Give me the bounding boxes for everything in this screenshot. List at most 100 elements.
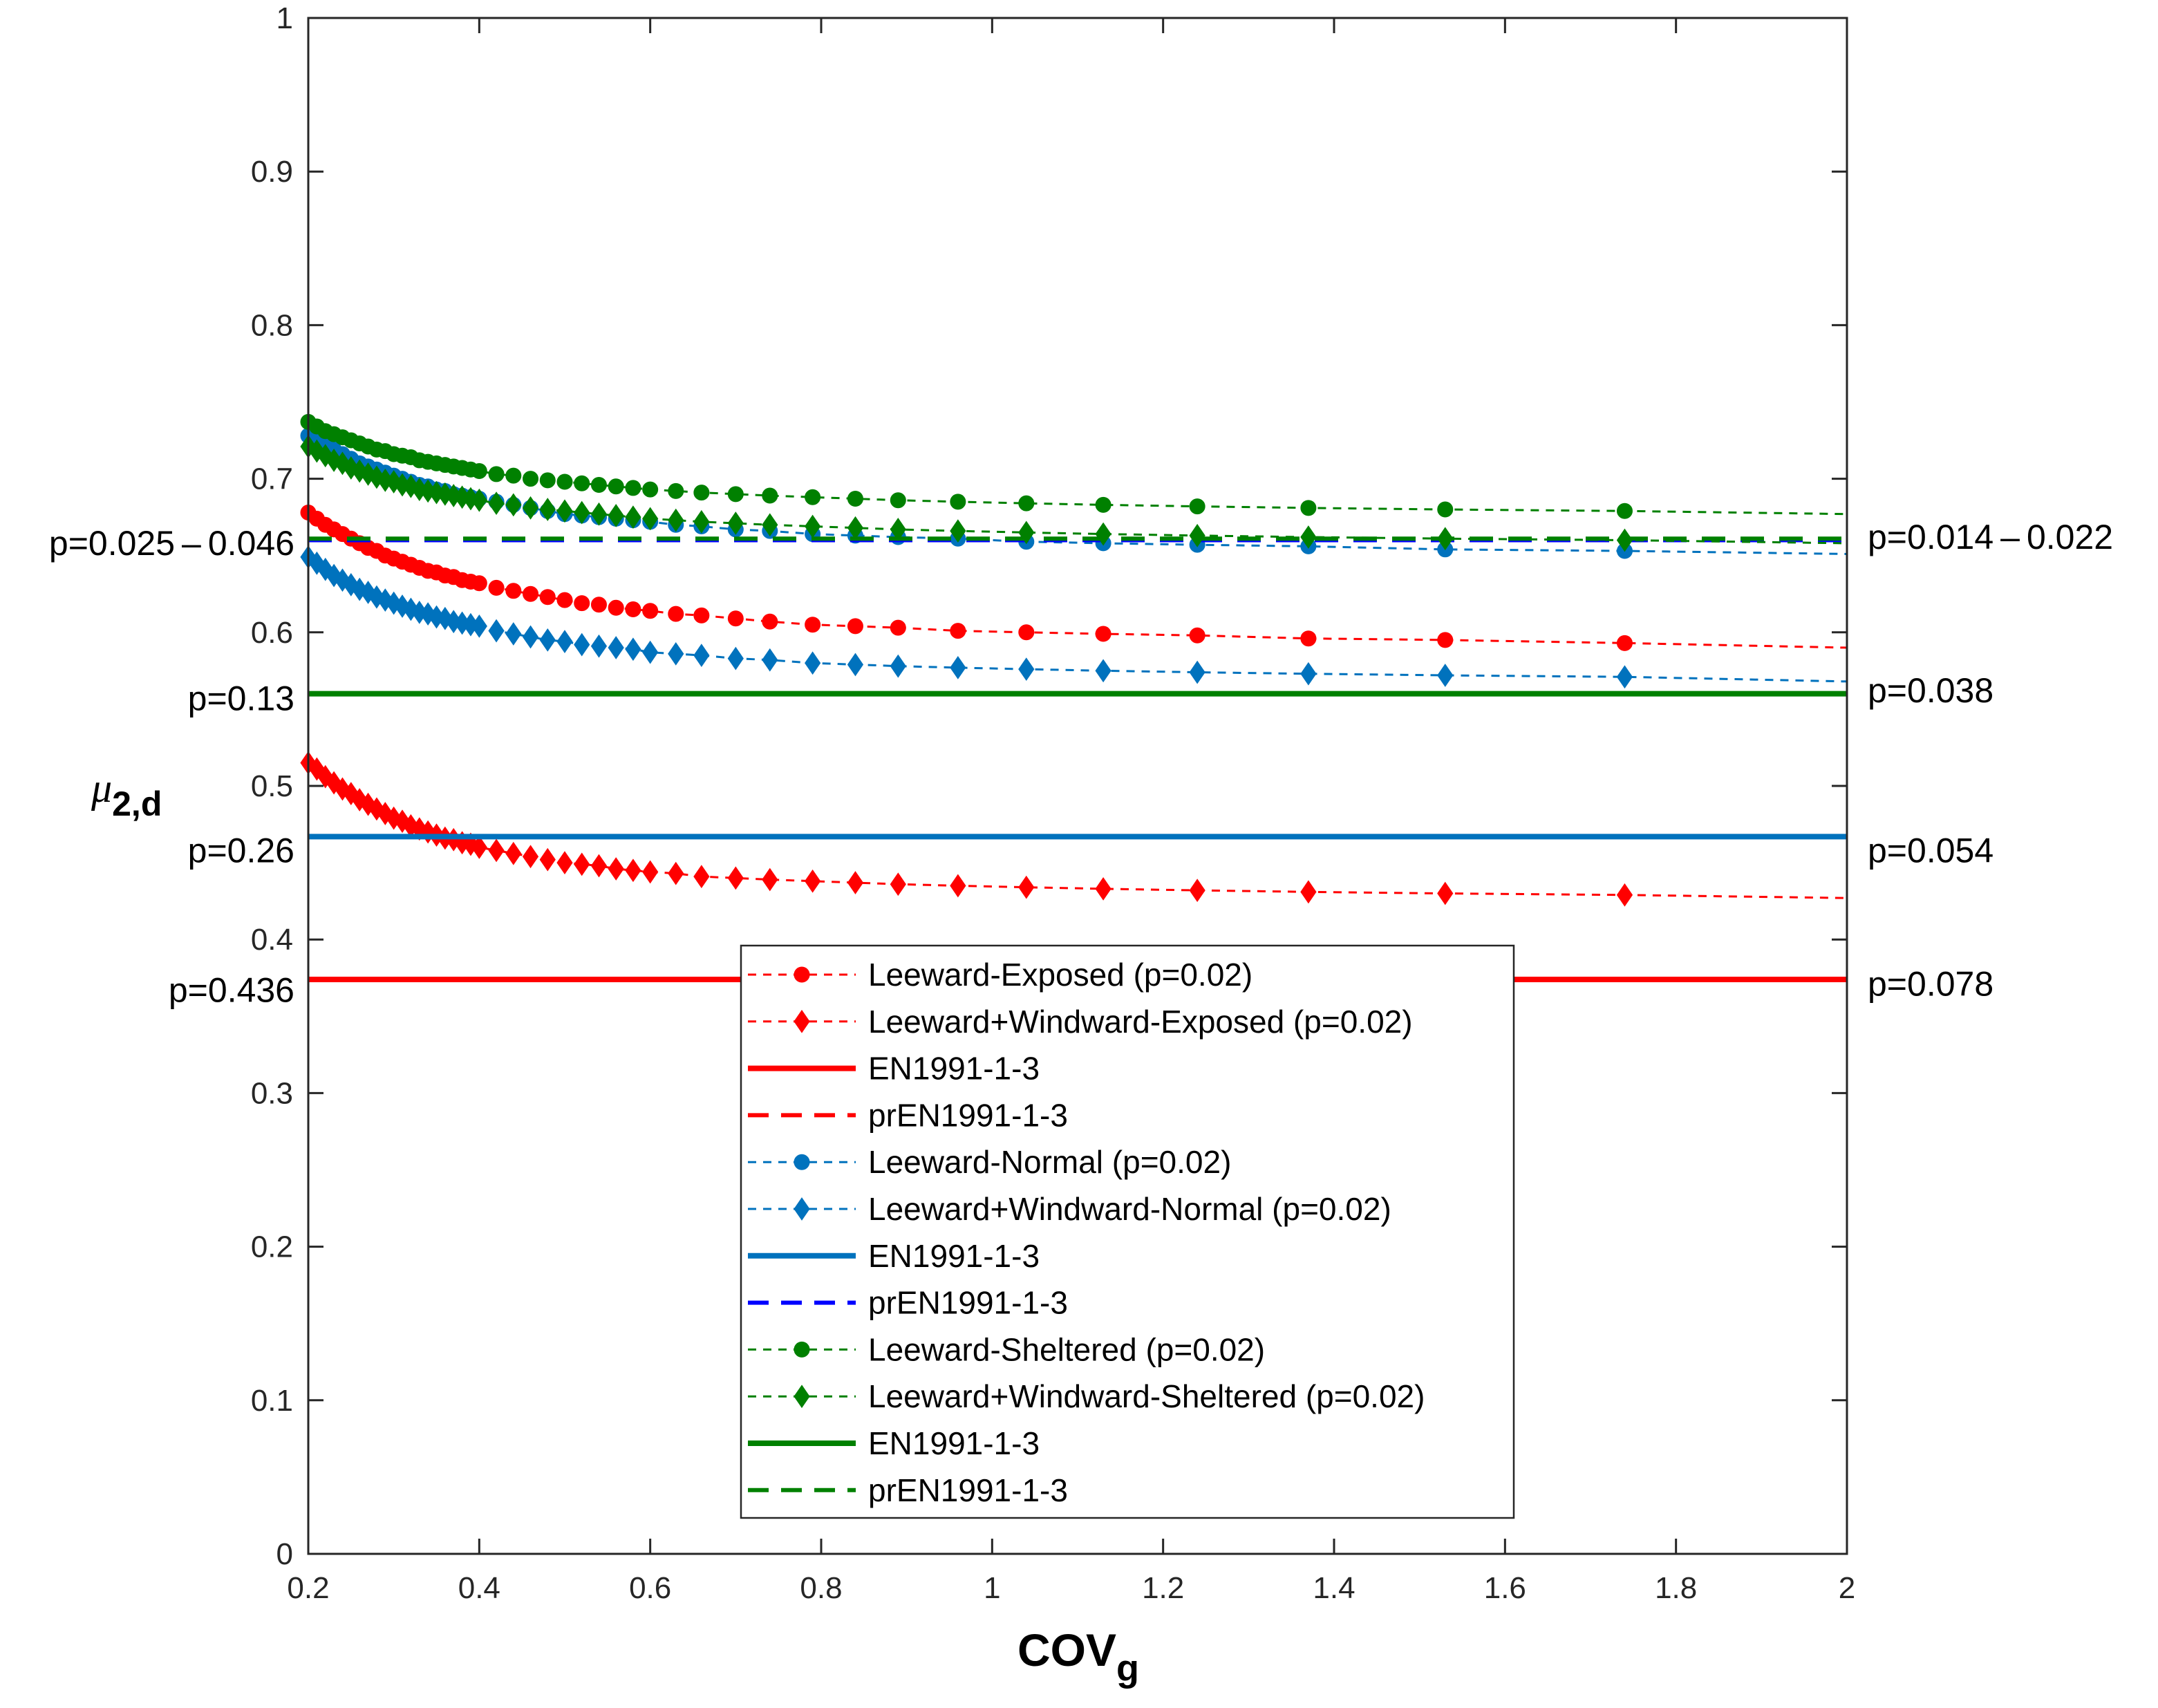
data-point — [847, 618, 863, 635]
data-point — [539, 628, 556, 652]
data-point — [574, 595, 590, 612]
x-axis-label-main: COV — [1017, 1624, 1116, 1676]
legend-label: Leeward+Windward-Normal (p=0.02) — [868, 1191, 1391, 1227]
data-point — [625, 858, 641, 883]
data-point — [608, 857, 624, 881]
data-point — [505, 841, 522, 865]
data-point — [539, 847, 556, 872]
data-point — [805, 651, 821, 675]
y-axis-label: μ2,d — [91, 765, 162, 823]
data-point — [1095, 659, 1111, 683]
legend-items: Leeward-Exposed (p=0.02) Leeward+Windward… — [748, 957, 1425, 1508]
y-tick-label: 0.6 — [251, 616, 293, 650]
x-tick-label: 1 — [984, 1571, 1000, 1605]
legend-label: prEN1991-1-3 — [868, 1285, 1068, 1321]
series-9 — [300, 435, 1848, 552]
data-point — [890, 872, 906, 897]
data-point — [727, 646, 744, 670]
annotation-left: p=0.436 — [169, 971, 294, 1010]
data-point — [505, 583, 522, 599]
x-axis-label-sub: g — [1116, 1648, 1139, 1689]
data-point — [625, 601, 641, 617]
data-point — [1437, 664, 1454, 687]
data-point — [890, 492, 906, 509]
data-point — [950, 623, 966, 639]
legend-label: Leeward+Windward-Exposed (p=0.02) — [868, 1004, 1413, 1040]
legend-label: EN1991-1-3 — [868, 1238, 1040, 1274]
data-point — [950, 519, 966, 543]
data-point — [1018, 875, 1035, 899]
data-point — [608, 504, 624, 527]
data-point — [1189, 879, 1205, 902]
data-point — [950, 656, 966, 679]
data-point — [642, 640, 659, 664]
data-point — [556, 592, 573, 608]
data-point — [762, 513, 778, 537]
data-point — [1300, 661, 1317, 686]
data-point — [556, 630, 573, 654]
data-point — [1095, 496, 1111, 513]
data-point — [523, 585, 539, 602]
legend-item-6: EN1991-1-3 — [748, 1238, 1040, 1274]
data-point — [1095, 626, 1111, 642]
data-point — [1300, 500, 1317, 516]
series-8 — [300, 413, 1848, 519]
legend-marker — [794, 1197, 810, 1221]
data-point — [488, 466, 505, 482]
x-tick-label: 0.6 — [629, 1571, 671, 1605]
data-point — [523, 471, 539, 487]
data-point — [805, 617, 821, 633]
data-point — [668, 861, 684, 885]
data-point — [668, 482, 684, 499]
data-point — [693, 644, 710, 668]
annotation-left: p=0.13 — [188, 679, 294, 717]
data-point — [505, 467, 522, 484]
data-point — [1437, 632, 1454, 648]
data-point — [590, 502, 608, 526]
data-point — [1437, 501, 1454, 518]
series-layer — [300, 413, 1848, 982]
data-point — [642, 860, 659, 884]
legend-marker — [794, 1009, 810, 1033]
data-point — [488, 838, 505, 863]
data-point — [574, 475, 590, 491]
data-point — [950, 874, 966, 898]
data-point — [488, 491, 505, 516]
annotation-right: p=0.038 — [1868, 671, 1993, 710]
data-point — [590, 597, 607, 613]
data-point — [471, 614, 487, 638]
y-axis-label-main: μ — [91, 765, 112, 811]
data-point — [762, 648, 778, 672]
y-tick-label: 0 — [276, 1537, 293, 1571]
legend-item-11: prEN1991-1-3 — [748, 1472, 1068, 1508]
data-point — [1300, 525, 1317, 549]
data-point — [668, 606, 684, 622]
x-axis-label: COVg — [1017, 1624, 1139, 1689]
data-point — [1300, 880, 1317, 904]
data-point — [1437, 881, 1454, 905]
legend-item-0: Leeward-Exposed (p=0.02) — [748, 957, 1252, 993]
series-line — [308, 512, 1848, 649]
data-point — [471, 488, 487, 512]
data-point — [1616, 665, 1633, 689]
data-point — [642, 481, 659, 498]
data-point — [556, 473, 573, 490]
legend-label: Leeward-Sheltered (p=0.02) — [868, 1331, 1265, 1367]
legend-marker — [794, 1341, 810, 1358]
x-tick-label: 1.6 — [1484, 1571, 1526, 1605]
y-tick-label: 0.8 — [251, 308, 293, 342]
data-point — [693, 607, 710, 623]
data-point — [693, 509, 710, 534]
data-point — [805, 489, 821, 505]
data-point — [890, 619, 906, 636]
data-point — [847, 653, 864, 677]
y-tick-label: 0.4 — [251, 923, 293, 957]
legend-label: prEN1991-1-3 — [868, 1097, 1068, 1133]
data-point — [1018, 657, 1035, 682]
data-point — [625, 480, 641, 496]
legend-label: prEN1991-1-3 — [868, 1472, 1068, 1508]
data-point — [539, 498, 556, 521]
legend-item-7: prEN1991-1-3 — [748, 1285, 1068, 1321]
data-point — [762, 867, 778, 892]
